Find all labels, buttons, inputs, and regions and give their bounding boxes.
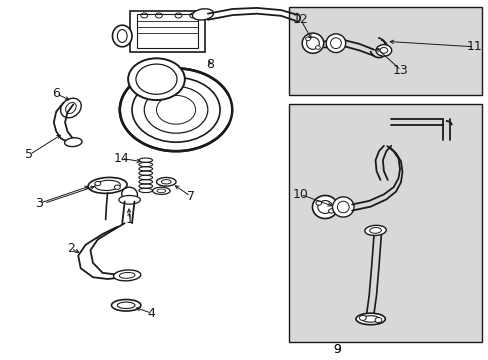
- Ellipse shape: [156, 177, 176, 186]
- Ellipse shape: [88, 177, 127, 193]
- Ellipse shape: [369, 228, 381, 233]
- Circle shape: [114, 185, 120, 189]
- Ellipse shape: [161, 180, 171, 184]
- Bar: [288, 104, 481, 342]
- Bar: [137, 14, 198, 48]
- Text: 8: 8: [206, 58, 214, 71]
- Text: 4: 4: [147, 307, 155, 320]
- Text: 5: 5: [25, 148, 33, 161]
- Ellipse shape: [112, 25, 132, 47]
- Ellipse shape: [119, 195, 140, 204]
- Circle shape: [305, 37, 310, 41]
- Ellipse shape: [325, 34, 345, 53]
- Ellipse shape: [64, 138, 82, 147]
- Ellipse shape: [302, 33, 323, 53]
- Ellipse shape: [119, 273, 135, 278]
- Ellipse shape: [312, 195, 337, 219]
- Text: 13: 13: [392, 64, 408, 77]
- Ellipse shape: [364, 225, 386, 235]
- Text: 3: 3: [35, 197, 43, 210]
- Circle shape: [315, 201, 321, 205]
- Ellipse shape: [65, 103, 76, 113]
- Text: 11: 11: [466, 40, 481, 53]
- Ellipse shape: [61, 98, 81, 118]
- Ellipse shape: [317, 201, 332, 213]
- Text: 14: 14: [113, 152, 129, 165]
- Ellipse shape: [330, 38, 341, 49]
- Circle shape: [315, 46, 320, 49]
- Circle shape: [374, 318, 381, 323]
- Ellipse shape: [117, 302, 135, 309]
- Ellipse shape: [117, 30, 127, 42]
- Ellipse shape: [361, 316, 379, 322]
- Ellipse shape: [95, 180, 120, 190]
- Text: 2: 2: [67, 242, 75, 255]
- Ellipse shape: [113, 270, 141, 281]
- Circle shape: [375, 45, 391, 56]
- Ellipse shape: [306, 37, 319, 49]
- Ellipse shape: [111, 300, 141, 311]
- Circle shape: [128, 58, 184, 100]
- Text: 9: 9: [333, 343, 341, 356]
- Circle shape: [328, 209, 334, 213]
- Ellipse shape: [332, 197, 353, 217]
- Text: 6: 6: [52, 87, 60, 100]
- Ellipse shape: [157, 189, 165, 193]
- Bar: [288, 7, 481, 95]
- Circle shape: [379, 48, 387, 53]
- Ellipse shape: [122, 187, 137, 202]
- Bar: [129, 11, 205, 52]
- Text: 7: 7: [186, 190, 194, 203]
- Text: 1: 1: [125, 213, 133, 226]
- Ellipse shape: [355, 313, 385, 325]
- Circle shape: [95, 181, 101, 186]
- Text: 12: 12: [292, 13, 308, 26]
- Text: 10: 10: [292, 188, 308, 201]
- Text: 9: 9: [333, 343, 341, 356]
- Ellipse shape: [152, 187, 170, 194]
- Ellipse shape: [192, 9, 213, 20]
- Circle shape: [359, 315, 366, 320]
- Ellipse shape: [337, 201, 348, 213]
- Circle shape: [120, 68, 232, 151]
